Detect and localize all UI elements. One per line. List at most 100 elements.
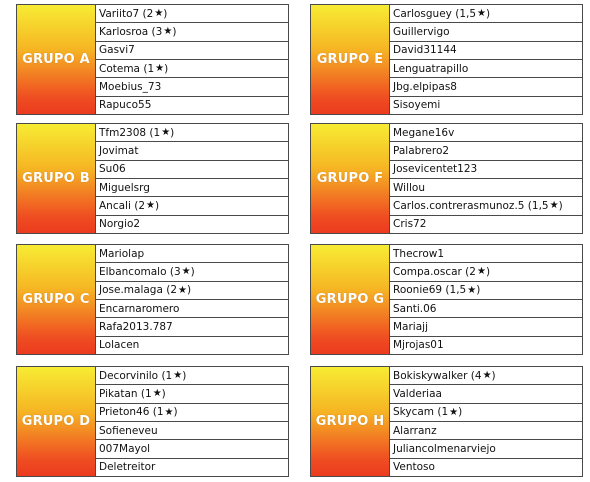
player-name: Guillervigo — [393, 25, 450, 38]
group-label-cell: GRUPO H — [311, 367, 390, 476]
rating-value: 1 — [156, 406, 164, 419]
star-icon: ★ — [146, 200, 155, 212]
star-icon: ★ — [482, 370, 492, 382]
player-row: Su06 — [96, 161, 288, 179]
group-label: GRUPO E — [316, 52, 384, 67]
player-row: Sofieneveu — [96, 422, 288, 441]
rating-value: 2 — [469, 265, 476, 278]
player-name: Encarnaromero — [99, 302, 180, 315]
rating-close-paren: ) — [161, 387, 166, 400]
star-icon: ★ — [549, 200, 559, 212]
rating-value: 1 — [153, 126, 161, 139]
player-row: Megane16v — [390, 124, 582, 143]
rating-open-paren: ( — [137, 387, 145, 400]
rating-value: 1 — [165, 369, 173, 382]
rating-value: 1,5 — [449, 284, 467, 297]
player-name: Variito7 — [99, 7, 140, 20]
player-name: Ancali — [99, 199, 131, 212]
player-row: Mariajj — [390, 318, 582, 337]
player-name: Su06 — [99, 163, 126, 176]
rating-open-paren: ( — [467, 369, 475, 382]
player-name: Mariolap — [99, 247, 145, 260]
player-name: Carlos.contrerasmunoz.5 — [393, 199, 525, 212]
player-row: Elbancomalo (3 ★) — [96, 263, 288, 282]
player-row: Variito7 (2 ★) — [96, 5, 288, 24]
player-row: Palabrero2 — [390, 142, 582, 161]
star-icon: ★ — [178, 284, 187, 296]
player-name: Roonie69 — [393, 284, 443, 297]
group-label: GRUPO F — [316, 171, 384, 186]
player-row: Prieton46 (1 ★) — [96, 404, 288, 422]
star-icon: ★ — [449, 406, 459, 418]
player-row: Thecrow1 — [390, 245, 582, 264]
player-row: Gasvi7 — [96, 42, 288, 60]
player-name: Lolacen — [99, 339, 140, 352]
player-row: Guillervigo — [390, 23, 582, 42]
rating-close-paren: ) — [187, 284, 192, 297]
star-icon: ★ — [173, 370, 183, 382]
player-row: Compa.oscar (2 ★) — [390, 263, 582, 282]
rating-open-paren: ( — [158, 369, 166, 382]
player-name: Jbg.elpipas8 — [393, 80, 457, 93]
player-name: Mariajj — [393, 320, 428, 333]
rating-open-paren: ( — [524, 199, 532, 212]
player-row: Roonie69 (1,5 ★) — [390, 282, 582, 300]
group-label-cell: GRUPO F — [311, 124, 390, 233]
rating-close-paren: ) — [491, 369, 496, 382]
player-name: Miguelsrg — [99, 181, 150, 194]
rating-value: 2 — [138, 199, 146, 212]
rating-close-paren: ) — [558, 199, 563, 212]
player-name: Decorvinilo — [99, 369, 159, 382]
star-icon: ★ — [467, 284, 477, 296]
player-row: Carlosguey (1,5 ★) — [390, 5, 582, 24]
player-row: Sisoyemi — [390, 97, 582, 114]
player-row: Rapuco55 — [96, 97, 288, 114]
player-row: Moebius_73 — [96, 78, 288, 97]
player-name: Juliancolmenarviejo — [393, 442, 496, 455]
player-name: Skycam — [393, 406, 435, 419]
group-label: GRUPO C — [22, 292, 90, 307]
player-name: Valderiaa — [393, 387, 442, 400]
rating-open-paren: ( — [434, 406, 442, 419]
group-c: GRUPO C Mariolap Elbancomalo (3 ★) Jose.mala… — [16, 244, 289, 355]
group-e: GRUPO E Carlosguey (1,5 ★) Guillervigo David… — [310, 4, 583, 115]
star-icon: ★ — [164, 406, 174, 418]
player-row: Willou — [390, 179, 582, 198]
player-row: Carlos.contrerasmunoz.5 (1,5 ★) — [390, 197, 582, 216]
rating-value: 1 — [147, 62, 155, 75]
player-name: Ventoso — [393, 461, 435, 474]
player-name: Jovimat — [99, 144, 139, 157]
player-name: Rapuco55 — [99, 99, 152, 112]
rating-close-paren: ) — [173, 406, 178, 419]
player-row: Decorvinilo (1 ★) — [96, 367, 288, 386]
player-list: Megane16v Palabrero2 Josevicentet123 Willou… — [390, 124, 582, 233]
player-row: Cris72 — [390, 216, 582, 233]
player-name: Karlosroa — [99, 25, 149, 38]
rating-open-paren: ( — [442, 284, 450, 297]
star-icon: ★ — [152, 388, 162, 400]
player-list: Bokiskywalker (4 ★) Valderiaa Skycam (1 ★) Al… — [390, 367, 582, 476]
player-name: Josevicentet123 — [393, 163, 478, 176]
rating-close-paren: ) — [170, 126, 175, 139]
player-name: Pikatan — [99, 387, 138, 400]
group-d: GRUPO D Decorvinilo (1 ★) Pikatan (1 ★) Priet… — [16, 366, 289, 477]
player-row: Miguelsrg — [96, 179, 288, 198]
group-h: GRUPO H Bokiskywalker (4 ★) Valderiaa Skycam… — [310, 366, 583, 477]
group-label: GRUPO D — [21, 414, 91, 429]
player-name: Alarranz — [393, 424, 437, 437]
player-row: Jbg.elpipas8 — [390, 78, 582, 97]
rating-value: 1 — [145, 387, 152, 400]
player-name: Sisoyemi — [393, 99, 441, 112]
player-list: Tfm2308 (1 ★) Jovimat Su06 Miguelsrg Ancali (… — [96, 124, 288, 233]
player-row: Mariolap — [96, 245, 288, 264]
player-name: Cris72 — [393, 218, 427, 231]
rating-close-paren: ) — [190, 265, 195, 278]
player-list: Mariolap Elbancomalo (3 ★) Jose.malaga (2 ★)… — [96, 245, 288, 354]
group-label-cell: GRUPO G — [311, 245, 390, 354]
player-name: Elbancomalo — [99, 265, 167, 278]
rating-close-paren: ) — [182, 369, 187, 382]
rating-close-paren: ) — [154, 199, 160, 212]
rating-open-paren: ( — [139, 7, 147, 20]
player-row: Tfm2308 (1 ★) — [96, 124, 288, 143]
player-name: Tfm2308 — [99, 126, 147, 139]
